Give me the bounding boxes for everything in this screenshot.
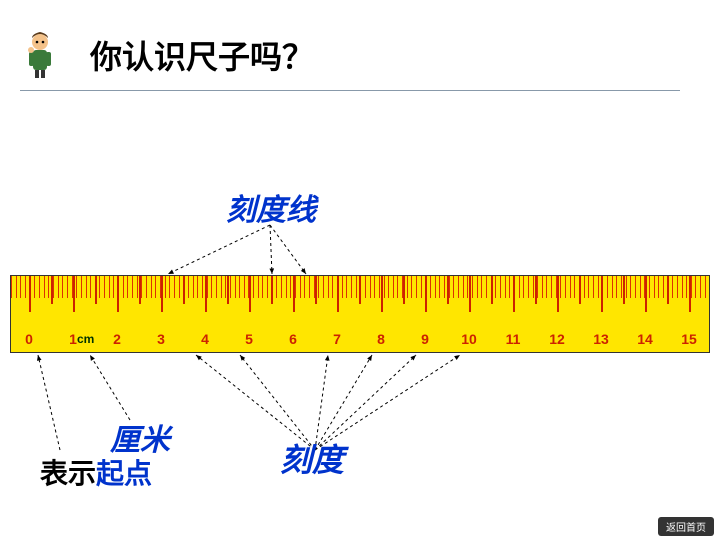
- back-button[interactable]: 返回首页: [658, 517, 714, 536]
- ruler-number: 10: [461, 331, 477, 347]
- page-title: 你认识尺子吗？: [90, 32, 314, 78]
- label-origin-prefix: 表示: [40, 458, 96, 489]
- label-scale: 刻度: [280, 435, 344, 481]
- ruler-number: 7: [333, 331, 341, 347]
- label-origin: 表示起点: [40, 452, 152, 492]
- ruler-number: 9: [421, 331, 429, 347]
- ruler-number: 8: [377, 331, 385, 347]
- label-origin-text: 起点: [96, 458, 152, 489]
- ruler-number: 5: [245, 331, 253, 347]
- divider: [20, 90, 680, 91]
- ruler-number: 2: [113, 331, 121, 347]
- ruler-number: 12: [549, 331, 565, 347]
- ruler-unit: cm: [77, 332, 94, 346]
- ruler-number: 6: [289, 331, 297, 347]
- ruler: 0123456789101112131415 cm: [10, 275, 710, 353]
- ruler-number: 4: [201, 331, 209, 347]
- label-tickline: 刻度线: [226, 185, 316, 229]
- ruler-number: 0: [25, 331, 33, 347]
- ruler-number: 3: [157, 331, 165, 347]
- teacher-icon: [20, 30, 60, 80]
- ruler-number: 14: [637, 331, 653, 347]
- ruler-number: 13: [593, 331, 609, 347]
- ruler-number: 1: [69, 331, 77, 347]
- ruler-number: 11: [506, 331, 521, 347]
- ruler-number: 15: [681, 331, 697, 347]
